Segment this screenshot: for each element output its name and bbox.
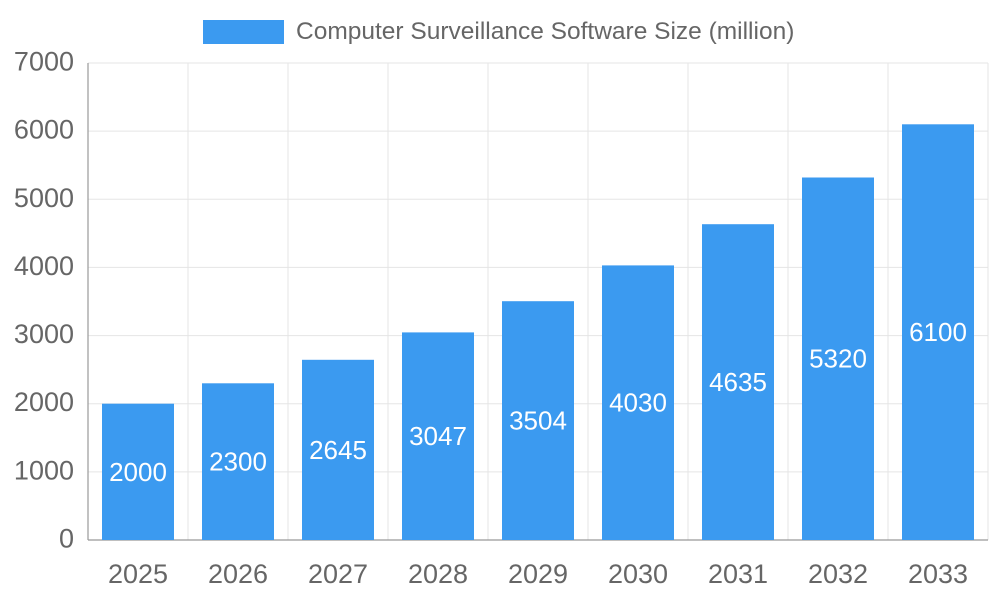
svg-text:0: 0 <box>59 524 74 554</box>
svg-text:2300: 2300 <box>209 447 267 477</box>
svg-text:2030: 2030 <box>608 559 668 589</box>
svg-text:1000: 1000 <box>14 455 74 485</box>
svg-text:4635: 4635 <box>709 367 767 397</box>
svg-text:5000: 5000 <box>14 183 74 213</box>
svg-text:2000: 2000 <box>109 457 167 487</box>
svg-text:2000: 2000 <box>14 387 74 417</box>
svg-text:2031: 2031 <box>708 559 768 589</box>
svg-text:2033: 2033 <box>908 559 968 589</box>
svg-text:3000: 3000 <box>14 319 74 349</box>
svg-text:2028: 2028 <box>408 559 468 589</box>
svg-text:3504: 3504 <box>509 406 567 436</box>
svg-text:3047: 3047 <box>409 421 467 451</box>
svg-text:2026: 2026 <box>208 559 268 589</box>
svg-text:4000: 4000 <box>14 251 74 281</box>
svg-text:2032: 2032 <box>808 559 868 589</box>
svg-text:5320: 5320 <box>809 344 867 374</box>
svg-text:4030: 4030 <box>609 388 667 418</box>
svg-text:6100: 6100 <box>909 317 967 347</box>
svg-text:2025: 2025 <box>108 559 168 589</box>
svg-text:6000: 6000 <box>14 115 74 145</box>
svg-text:2029: 2029 <box>508 559 568 589</box>
svg-text:2645: 2645 <box>309 435 367 465</box>
svg-text:2027: 2027 <box>308 559 368 589</box>
svg-text:7000: 7000 <box>14 47 74 77</box>
